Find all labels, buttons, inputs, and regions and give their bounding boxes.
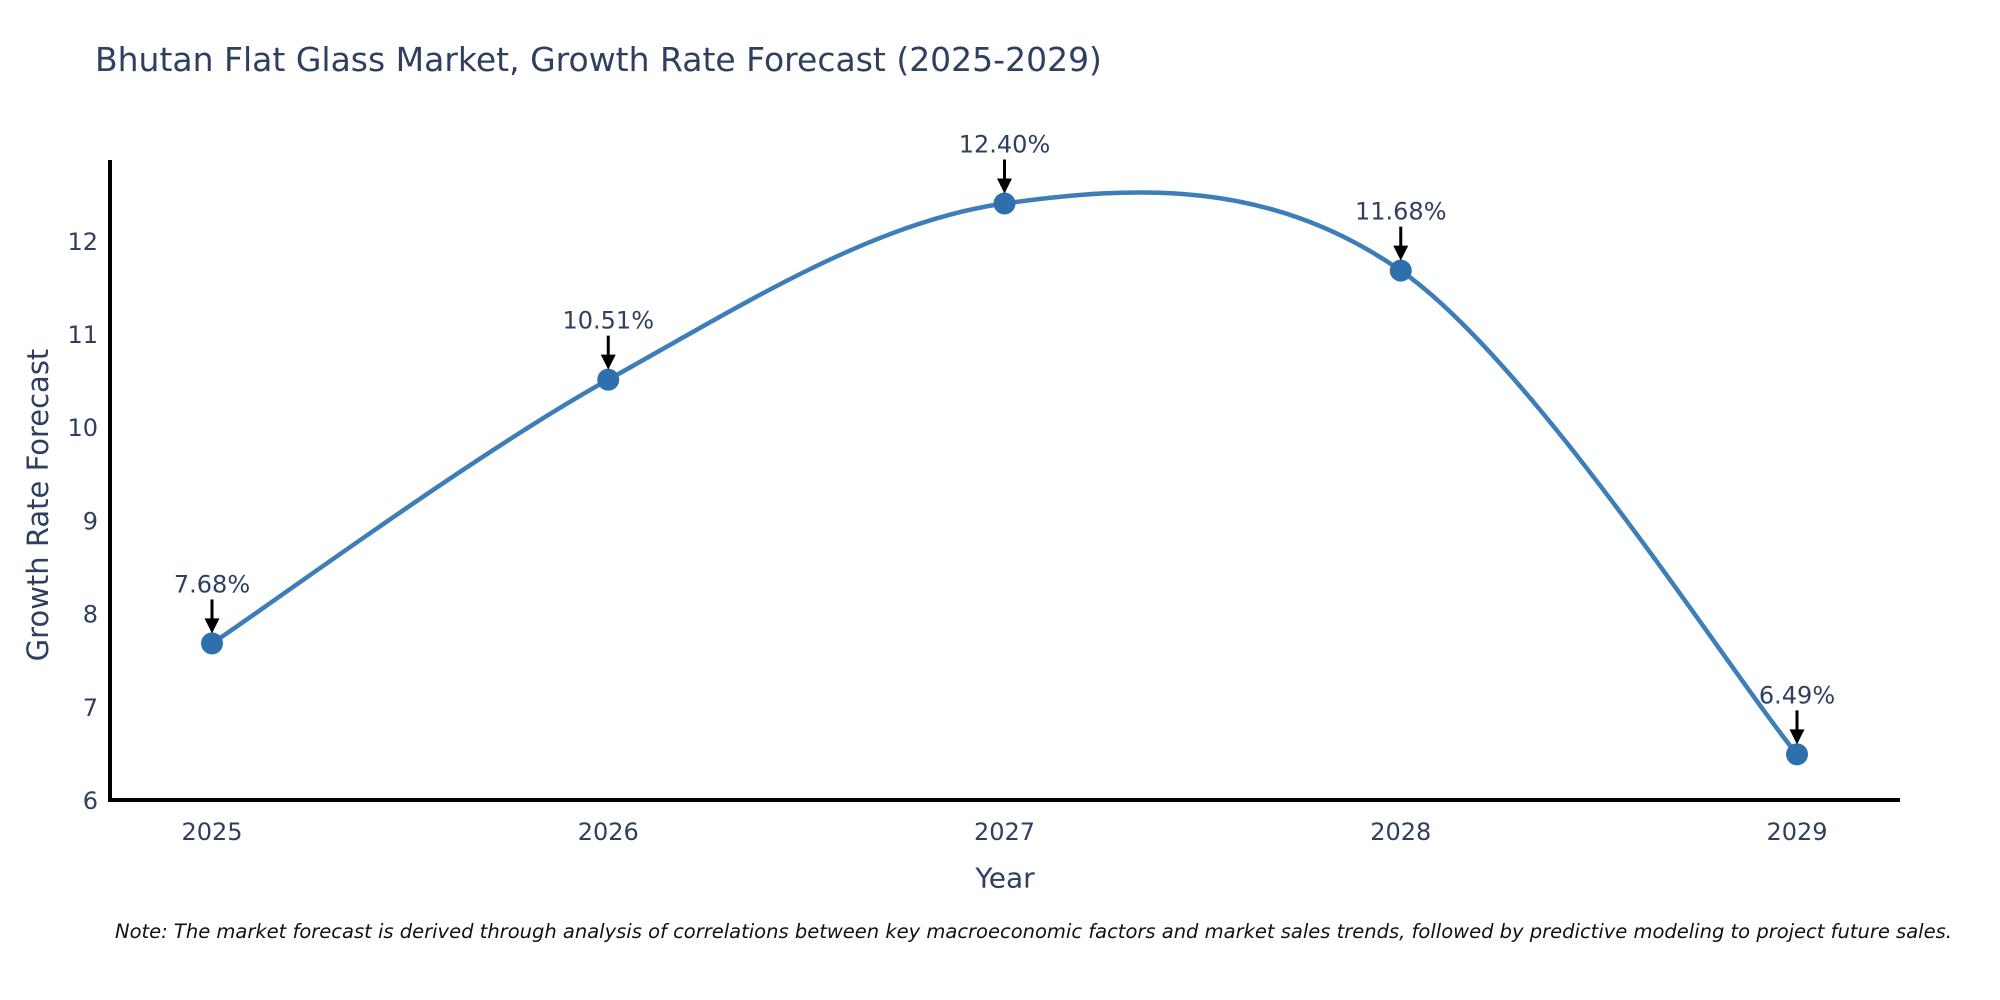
annotation-arrowhead-icon — [1393, 245, 1409, 261]
data-point-label: 7.68% — [174, 570, 250, 598]
forecast-line — [209, 190, 1800, 757]
x-tick-label: 2026 — [578, 818, 639, 846]
y-tick-label: 8 — [83, 601, 98, 629]
y-tick-label: 12 — [67, 228, 98, 256]
x-tick-label: 2025 — [181, 818, 242, 846]
y-tick-label: 6 — [83, 787, 98, 815]
data-point-label: 11.68% — [1355, 198, 1447, 226]
annotation-arrowhead-icon — [204, 618, 220, 634]
data-point-marker — [1389, 259, 1412, 282]
x-tick-label: 2027 — [974, 818, 1035, 846]
y-tick-label: 7 — [83, 694, 98, 722]
chart-title: Bhutan Flat Glass Market, Growth Rate Fo… — [95, 40, 1102, 79]
data-point-marker — [1786, 743, 1808, 766]
annotation-arrowhead-icon — [1789, 729, 1805, 745]
data-point-label: 6.49% — [1759, 681, 1835, 709]
data-point-marker — [201, 632, 223, 655]
y-tick-label: 10 — [67, 414, 98, 442]
chart-footnote: Note: The market forecast is derived thr… — [115, 920, 1952, 943]
data-point-marker — [597, 368, 620, 391]
x-axis-title: Year — [975, 861, 1035, 895]
x-tick-label: 2028 — [1370, 818, 1431, 846]
annotation-arrowhead-icon — [600, 354, 616, 370]
y-tick-label: 9 — [83, 507, 98, 535]
data-point-marker — [993, 192, 1016, 215]
data-point-label: 10.51% — [562, 307, 654, 335]
x-tick-label: 2029 — [1766, 818, 1827, 846]
annotation-arrowhead-icon — [997, 178, 1012, 194]
data-point-label: 12.40% — [959, 131, 1051, 159]
y-tick-label: 11 — [67, 321, 98, 349]
